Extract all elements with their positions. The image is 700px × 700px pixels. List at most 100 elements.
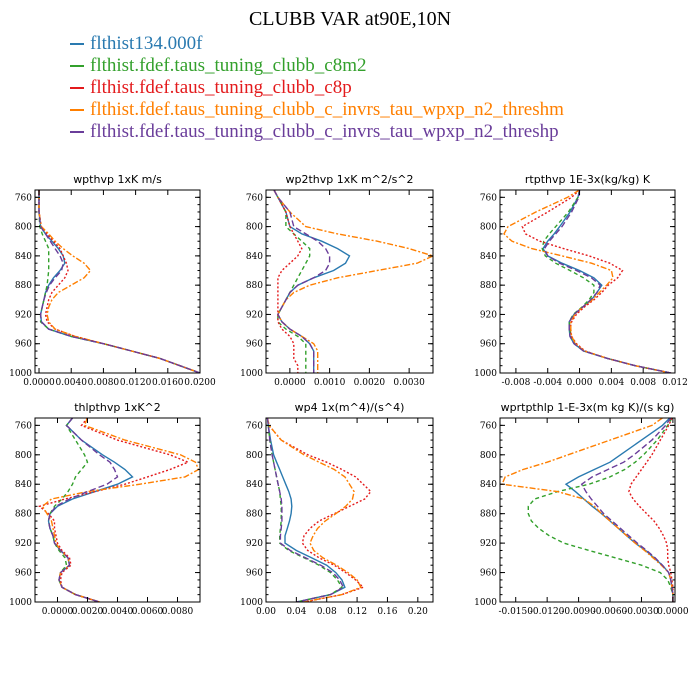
series-line	[503, 190, 672, 373]
chart-panel: wp2thvp 1xK m^2/s^2 760 800 840 880 920 960 100…	[240, 173, 434, 388]
x-tick-label: 0.04	[286, 607, 306, 617]
y-tick-label: 880	[246, 510, 263, 520]
y-tick-label: 880	[15, 281, 32, 291]
series-line	[273, 190, 311, 373]
y-tick-label: 920	[480, 539, 497, 549]
panel-frame	[265, 189, 434, 374]
x-tick-label: 0.0030	[393, 378, 425, 388]
x-tick-label: 0.0200	[184, 378, 216, 388]
series-line	[266, 418, 346, 602]
y-tick-label: 800	[246, 451, 263, 461]
y-tick-label: 1000	[9, 369, 32, 379]
y-tick-label: 760	[15, 193, 32, 203]
series-line	[273, 190, 303, 373]
legend-entry: flthist.fdef.taus_tuning_clubb_c8m2	[70, 55, 564, 77]
panel-frame	[499, 189, 676, 374]
y-tick-label: 880	[480, 281, 497, 291]
x-tick-label: 0.0040	[55, 378, 87, 388]
y-tick-label: 1000	[240, 598, 263, 608]
y-tick-label: 800	[15, 223, 32, 233]
y-tick-label: 1000	[240, 369, 263, 379]
series-line	[542, 190, 672, 373]
x-tick-label: 0.20	[408, 607, 428, 617]
y-tick-label: 840	[246, 252, 263, 262]
series-line	[273, 190, 433, 373]
y-tick-label: 960	[15, 569, 32, 579]
x-tick-label: 0.0120	[120, 378, 152, 388]
x-tick-label: 0.008	[630, 378, 656, 388]
x-tick-label: 0.16	[377, 607, 397, 617]
panel-frame	[34, 189, 201, 374]
x-tick-label: 0.004	[598, 378, 624, 388]
y-tick-label: 840	[480, 480, 497, 490]
y-tick-label: 920	[15, 539, 32, 549]
series-line	[564, 418, 674, 602]
series-line	[47, 418, 100, 602]
legend-label: flthist.fdef.taus_tuning_clubb_c_invrs_t…	[90, 99, 564, 120]
y-tick-label: 760	[480, 193, 497, 203]
x-tick-label: 0.08	[317, 607, 337, 617]
y-tick-label: 920	[246, 539, 263, 549]
x-tick-label: 0.0000	[657, 607, 689, 617]
x-tick-label: -0.008	[502, 378, 531, 388]
y-tick-label: 840	[480, 252, 497, 262]
series-line	[541, 190, 672, 373]
chart-panel: wpthvp 1xK m/s76080084088092096010000.00…	[9, 173, 216, 388]
x-tick-label: 0.012	[662, 378, 688, 388]
x-tick-label: 0.0160	[152, 378, 184, 388]
series-line	[273, 190, 331, 373]
panel-frame	[499, 417, 676, 603]
panel-title: rtpthvp 1E-3x(kg/kg) K	[525, 173, 651, 186]
series-line	[501, 418, 674, 602]
x-tick-label: -0.0060	[593, 607, 628, 617]
legend-entry: flthist.fdef.taus_tuning_clubb_c_invrs_t…	[70, 99, 564, 121]
legend-entry: flthist.fdef.taus_tuning_clubb_c_invrs_t…	[70, 121, 564, 143]
series-line	[38, 190, 200, 373]
legend-swatch	[70, 109, 84, 111]
series-line	[266, 418, 343, 602]
y-tick-label: 800	[480, 223, 497, 233]
panel-title: wp4 1x(m^4)/(s^4)	[295, 401, 405, 414]
legend-swatch	[70, 131, 84, 133]
x-tick-label: 0.0000	[42, 607, 74, 617]
series-line	[41, 418, 200, 602]
y-tick-label: 840	[246, 480, 263, 490]
y-tick-label: 840	[15, 480, 32, 490]
y-tick-label: 920	[15, 310, 32, 320]
y-tick-label: 800	[246, 223, 263, 233]
series-line	[543, 190, 672, 373]
x-tick-label: 0.0010	[314, 378, 346, 388]
series-line	[521, 190, 672, 373]
series-line	[38, 418, 190, 602]
x-tick-label: 0.00	[256, 607, 276, 617]
legend-label: flthist.fdef.taus_tuning_clubb_c_invrs_t…	[90, 121, 559, 142]
series-line	[580, 418, 674, 602]
y-tick-label: 960	[480, 340, 497, 350]
panel-title: thlpthvp 1xK^2	[74, 401, 161, 414]
y-tick-label: 760	[480, 421, 497, 431]
series-line	[628, 418, 674, 602]
legend-entry: flthist.fdef.taus_tuning_clubb_c8p	[70, 77, 564, 99]
y-tick-label: 960	[15, 340, 32, 350]
panel-title: wpthvp 1xK m/s	[73, 173, 162, 186]
x-tick-label: 0.0080	[88, 378, 120, 388]
legend-label: flthist.fdef.taus_tuning_clubb_c8p	[90, 77, 352, 98]
series-line	[266, 418, 345, 602]
series-line	[38, 190, 200, 373]
x-tick-label: -0.004	[533, 378, 562, 388]
y-tick-label: 1000	[474, 369, 497, 379]
x-tick-label: 0.0060	[132, 607, 164, 617]
chart-panel: wprtpthlp 1-E-3x(m kg K)/(s kg) 760 800 840…	[474, 401, 689, 617]
legend: flthist134.000f flthist.fdef.taus_tuning…	[70, 33, 564, 143]
panel-frame	[265, 417, 434, 603]
series-line	[38, 190, 200, 373]
panel-title: wprtpthlp 1-E-3x(m kg K)/(s kg)	[501, 401, 675, 414]
y-tick-label: 1000	[474, 598, 497, 608]
y-tick-label: 880	[246, 281, 263, 291]
series-line	[527, 418, 674, 602]
legend-swatch	[70, 65, 84, 67]
x-tick-label: 0.0080	[162, 607, 194, 617]
chart-panel: rtpthvp 1E-3x(kg/kg) K 760 800 840 880 920 960…	[474, 173, 688, 388]
legend-swatch	[70, 87, 84, 89]
